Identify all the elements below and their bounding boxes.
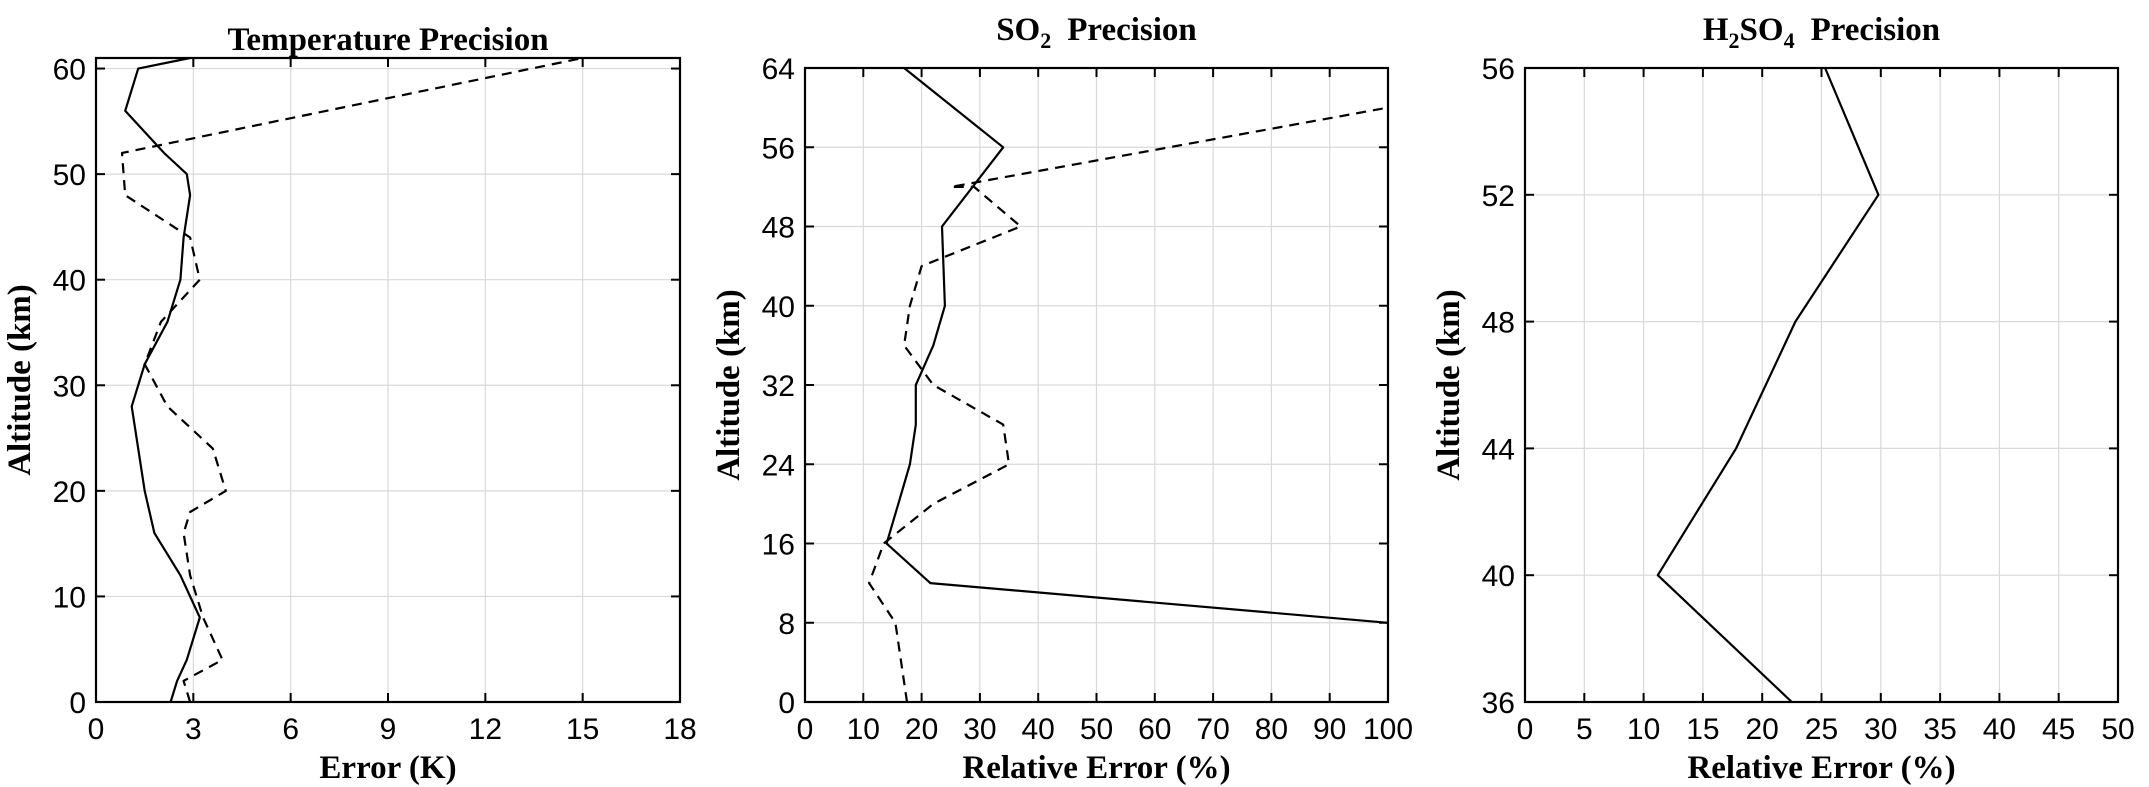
title-precision: Precision <box>1067 12 1197 48</box>
x-tick-label: 60 <box>1138 713 1171 746</box>
x-tick-label: 10 <box>1627 713 1660 746</box>
y-tick-label: 36 <box>1482 687 1515 720</box>
y-axis-label: Altitude (km) <box>711 289 747 481</box>
chart-title: H2SO4 Precision <box>1703 12 1940 53</box>
panel-temperature: 0 3 6 9 12 15 18 0 10 20 30 40 50 60 Temperature Prec… <box>2 22 697 786</box>
y-tick-label: 10 <box>53 581 86 614</box>
x-tick-label: 18 <box>663 713 696 746</box>
x-tick-label: 0 <box>797 713 814 746</box>
y-tick-label: 44 <box>1482 433 1515 466</box>
y-tick-label: 52 <box>1482 180 1515 213</box>
x-tick-label: 10 <box>847 713 880 746</box>
y-tick-label: 50 <box>53 159 86 192</box>
x-tick-label: 20 <box>905 713 938 746</box>
y-tick-label: 30 <box>53 370 86 403</box>
panel-h2so4: 0 5 10 15 20 25 30 35 40 45 50 36 40 44 48 52 56 H2SO4 Pr… <box>1431 12 2135 786</box>
title-subscript-2: 2 <box>1040 28 1051 53</box>
y-tick-label: 40 <box>53 265 86 298</box>
x-axis-label: Relative Error (%) <box>962 750 1230 786</box>
series-line-solid <box>885 67 1389 624</box>
x-tick-label: 6 <box>282 713 299 746</box>
title-subscript-2: 2 <box>1729 28 1740 53</box>
y-tick-label: 56 <box>1482 53 1515 86</box>
title-so: SO <box>1740 12 1784 48</box>
series-line-solid <box>124 56 201 703</box>
y-axis-label: Altitude (km) <box>2 284 38 476</box>
x-tick-label: 35 <box>1923 713 1956 746</box>
x-axis-label: Error (K) <box>319 750 456 786</box>
y-tick-label: 8 <box>778 608 795 641</box>
y-tick-label: 56 <box>762 132 795 165</box>
x-tick-label: 25 <box>1805 713 1838 746</box>
series-line-dashed <box>120 56 583 703</box>
x-tick-label: 100 <box>1363 713 1413 746</box>
y-tick-label: 48 <box>1482 307 1515 340</box>
y-tick-label: 16 <box>762 529 795 562</box>
y-tick-label: 24 <box>762 449 795 482</box>
chart-title: Temperature Precision <box>227 22 548 58</box>
x-tick-label: 30 <box>1864 713 1897 746</box>
chart-title: SO2 Precision <box>996 12 1197 53</box>
x-tick-label: 20 <box>1746 713 1779 746</box>
x-tick-label: 12 <box>469 713 502 746</box>
y-tick-label: 40 <box>1482 560 1515 593</box>
x-tick-label: 40 <box>1022 713 1055 746</box>
x-tick-label: 15 <box>566 713 599 746</box>
series-line-solid <box>1656 67 1880 703</box>
title-h: H <box>1703 12 1729 48</box>
x-tick-label: 50 <box>2101 713 2134 746</box>
x-tick-label: 15 <box>1686 713 1719 746</box>
title-so: SO <box>996 12 1040 48</box>
y-tick-label: 32 <box>762 370 795 403</box>
x-tick-label: 40 <box>1983 713 2016 746</box>
y-tick-label: 60 <box>53 54 86 87</box>
y-tick-label: 64 <box>762 53 795 86</box>
x-axis-label: Relative Error (%) <box>1687 750 1955 786</box>
x-tick-label: 50 <box>1080 713 1113 746</box>
x-tick-label: 3 <box>185 713 202 746</box>
x-tick-label: 80 <box>1255 713 1288 746</box>
x-tick-label: 30 <box>963 713 996 746</box>
x-tick-label: 0 <box>1517 713 1534 746</box>
y-tick-label: 20 <box>53 476 86 509</box>
x-tick-label: 90 <box>1313 713 1346 746</box>
y-tick-label: 0 <box>69 687 86 720</box>
series-line-dashed <box>867 106 1389 703</box>
y-axis-label: Altitude (km) <box>1431 289 1467 481</box>
x-tick-label: 9 <box>380 713 397 746</box>
panel-so2: 0 10 20 30 40 50 60 70 80 90 100 0 8 16 24 32 40 48 56 64 S… <box>711 12 1413 786</box>
title-precision: Precision <box>1811 12 1941 48</box>
x-tick-label: 5 <box>1576 713 1593 746</box>
y-tick-label: 48 <box>762 212 795 245</box>
x-tick-label: 45 <box>2042 713 2075 746</box>
x-tick-label: 70 <box>1196 713 1229 746</box>
y-tick-label: 40 <box>762 291 795 324</box>
x-tick-label: 0 <box>88 713 105 746</box>
title-subscript-4: 4 <box>1784 28 1795 53</box>
y-tick-label: 0 <box>778 687 795 720</box>
